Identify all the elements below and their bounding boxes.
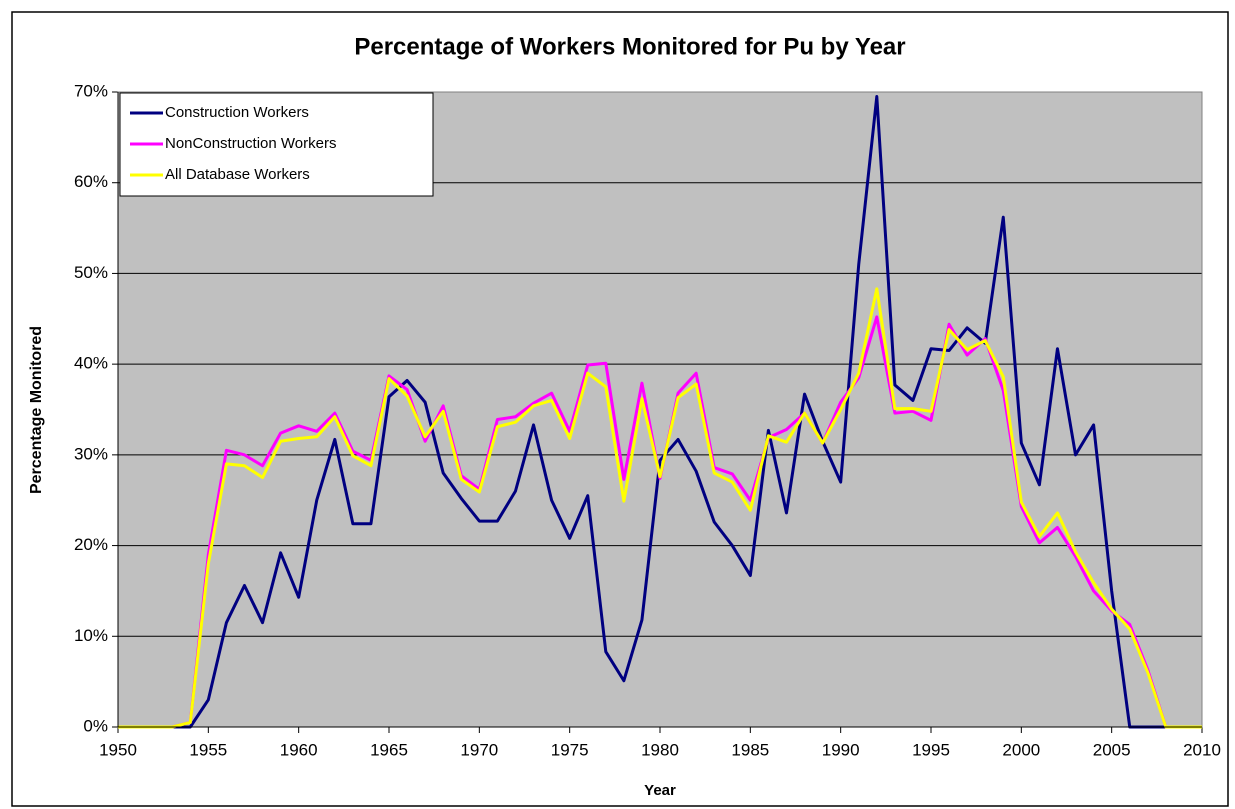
series-line bbox=[118, 287, 1202, 729]
x-tick-label: 1970 bbox=[460, 740, 498, 759]
legend-label: NonConstruction Workers bbox=[165, 135, 336, 152]
y-tick-label: 30% bbox=[74, 444, 108, 463]
y-tick-label: 10% bbox=[74, 626, 108, 645]
plot-area bbox=[118, 92, 1202, 727]
x-tick-label: 1960 bbox=[280, 740, 318, 759]
x-tick-label: 2005 bbox=[1093, 740, 1131, 759]
y-tick-label: 60% bbox=[74, 172, 108, 191]
y-tick-label: 20% bbox=[74, 535, 108, 554]
x-tick-label: 2010 bbox=[1183, 740, 1221, 759]
y-axis-title: Percentage Monitored bbox=[28, 326, 45, 494]
y-tick-label: 70% bbox=[74, 81, 108, 100]
x-tick-label: 1985 bbox=[731, 740, 769, 759]
legend-box bbox=[119, 92, 434, 197]
legend-label: All Database Workers bbox=[165, 166, 310, 183]
x-tick-label: 1965 bbox=[370, 740, 408, 759]
x-tick-label: 1980 bbox=[641, 740, 679, 759]
x-tick-label: 1995 bbox=[912, 740, 950, 759]
series-line bbox=[118, 315, 1202, 729]
x-tick-label: 1955 bbox=[189, 740, 227, 759]
y-tick-label: 40% bbox=[74, 354, 108, 373]
x-tick-label: 1975 bbox=[551, 740, 589, 759]
x-tick-label: 1950 bbox=[99, 740, 137, 759]
x-tick-label: 2000 bbox=[1002, 740, 1040, 759]
legend-label: Construction Workers bbox=[165, 104, 309, 121]
x-axis-title: Year bbox=[644, 782, 676, 799]
y-tick-label: 50% bbox=[74, 263, 108, 282]
y-tick-label: 0% bbox=[83, 716, 108, 735]
chart-title: Percentage of Workers Monitored for Pu b… bbox=[354, 33, 905, 60]
x-tick-label: 1990 bbox=[822, 740, 860, 759]
series-line bbox=[118, 95, 1202, 729]
